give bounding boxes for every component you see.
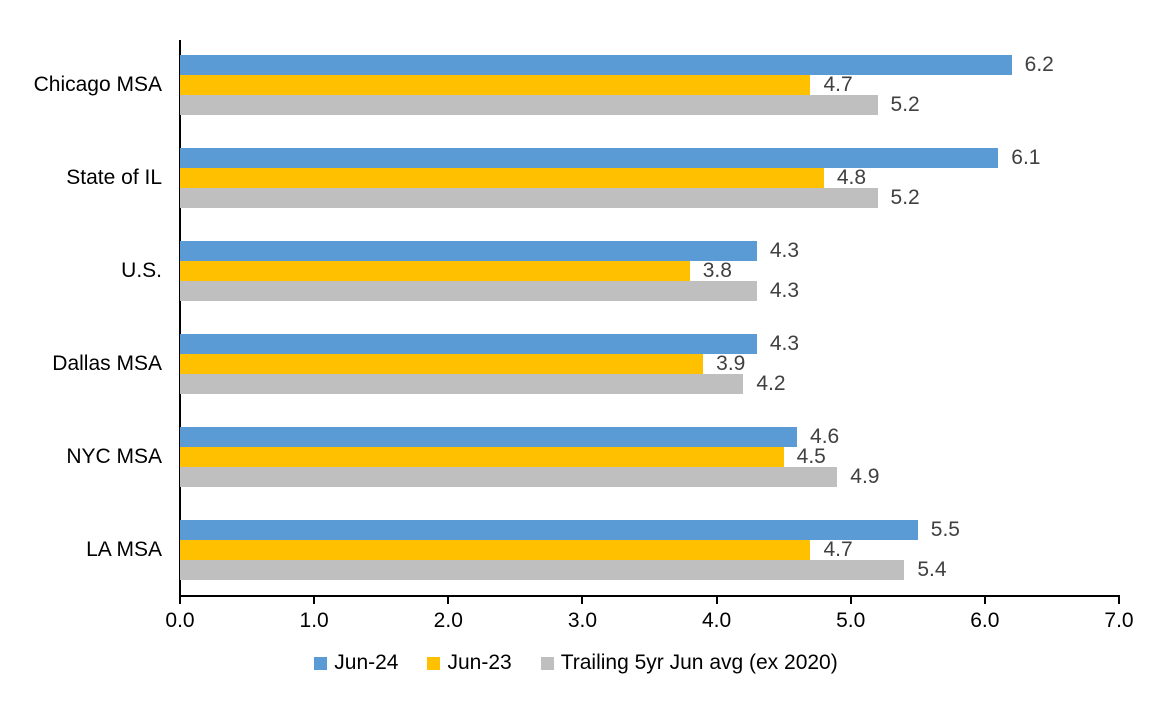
- bar-jun-24: 6.2: [180, 53, 1054, 76]
- value-label: 4.6: [810, 425, 840, 448]
- bar-jun-23: 4.5: [180, 445, 826, 468]
- category-label: LA MSA: [86, 538, 162, 561]
- value-label: 5.2: [890, 186, 920, 209]
- bar-trailing-5yr-jun-avg-ex-2020: 4.3: [180, 279, 799, 302]
- bar-trailing-5yr-jun-avg-ex-2020: 5.2: [180, 93, 920, 116]
- value-label: 5.2: [890, 93, 920, 116]
- legend-label: Trailing 5yr Jun avg (ex 2020): [560, 651, 838, 674]
- x-tick-mark: [715, 597, 718, 604]
- category-axis: Chicago MSA State of IL U.S. Dallas MSA NYC …: [0, 40, 162, 596]
- plot-area: 6.2 4.7 5.2 6.1 4.8 5.2 4.3 3.8 4.3 4.3 3.9 4.2 4.6 4…: [180, 40, 1119, 596]
- x-tick-label: 1.0: [299, 609, 329, 632]
- bar-jun-23: 3.8: [180, 259, 732, 282]
- x-axis-line: [179, 595, 1120, 597]
- bar-jun-24: 6.1: [180, 146, 1040, 169]
- bar-jun-23: 4.7: [180, 538, 853, 561]
- value-label: 4.3: [769, 332, 800, 355]
- value-label: 4.8: [836, 166, 867, 189]
- bar-trailing-5yr-jun-avg-ex-2020: 5.2: [180, 186, 920, 209]
- bar-trailing-5yr-jun-avg-ex-2020: 5.4: [180, 558, 947, 581]
- bar-jun-24: 4.3: [180, 332, 799, 355]
- legend-swatch-icon: [427, 656, 441, 670]
- value-label: 3.9: [716, 352, 746, 375]
- x-tick-mark: [447, 597, 450, 604]
- value-label: 6.2: [1024, 53, 1054, 76]
- category-label: Chicago MSA: [33, 73, 162, 96]
- legend-label: Jun-23: [447, 651, 512, 674]
- category-label: NYC MSA: [66, 445, 162, 468]
- bar-trailing-5yr-jun-avg-ex-2020: 4.2: [180, 372, 786, 395]
- bar-jun-23: 4.8: [180, 166, 866, 189]
- legend-swatch-icon: [314, 656, 328, 670]
- value-label: 4.2: [756, 372, 786, 395]
- bar-jun-23: 3.9: [180, 352, 745, 375]
- legend-item-trailing-5yr-jun-avg-ex-2020: Trailing 5yr Jun avg (ex 2020): [540, 651, 838, 675]
- x-tick-label: 0.0: [165, 609, 195, 632]
- bar-jun-24: 5.5: [180, 518, 960, 541]
- bar-jun-24: 4.6: [180, 425, 839, 448]
- x-tick-mark: [581, 597, 584, 604]
- x-tick-mark: [1118, 597, 1120, 604]
- x-tick-mark: [849, 597, 852, 604]
- value-label: 3.8: [702, 259, 732, 282]
- legend-item-jun-23: Jun-23: [427, 651, 512, 675]
- x-tick-label: 5.0: [836, 609, 866, 632]
- legend-swatch-icon: [540, 656, 554, 670]
- x-tick-label: 7.0: [1104, 609, 1134, 632]
- y-axis-line: [179, 40, 181, 604]
- value-label: 4.3: [769, 279, 800, 302]
- value-label: 4.3: [769, 239, 800, 262]
- x-tick-mark: [983, 597, 986, 604]
- value-label: 4.7: [823, 73, 853, 96]
- bar-trailing-5yr-jun-avg-ex-2020: 4.9: [180, 465, 880, 488]
- x-tick-label: 3.0: [567, 609, 598, 632]
- bar-jun-24: 4.3: [180, 239, 799, 262]
- value-label: 4.5: [796, 445, 826, 468]
- x-tick-label: 6.0: [970, 609, 1000, 632]
- x-tick-label: 4.0: [701, 609, 732, 632]
- legend: Jun-24 Jun-23 Trailing 5yr Jun avg (ex 202…: [0, 651, 1152, 675]
- value-label: 5.4: [917, 558, 947, 581]
- x-tick-mark: [179, 597, 181, 604]
- legend-label: Jun-24: [334, 651, 399, 674]
- value-label: 6.1: [1011, 146, 1041, 169]
- legend-item-jun-24: Jun-24: [314, 651, 398, 675]
- x-tick-label: 2.0: [433, 609, 463, 632]
- value-label: 4.9: [850, 465, 880, 488]
- category-label: State of IL: [66, 166, 162, 189]
- value-label: 4.7: [823, 538, 853, 561]
- value-label: 5.5: [930, 518, 960, 541]
- category-label: U.S.: [121, 259, 162, 282]
- x-tick-mark: [313, 597, 316, 604]
- category-label: Dallas MSA: [52, 352, 162, 375]
- bar-jun-23: 4.7: [180, 73, 853, 96]
